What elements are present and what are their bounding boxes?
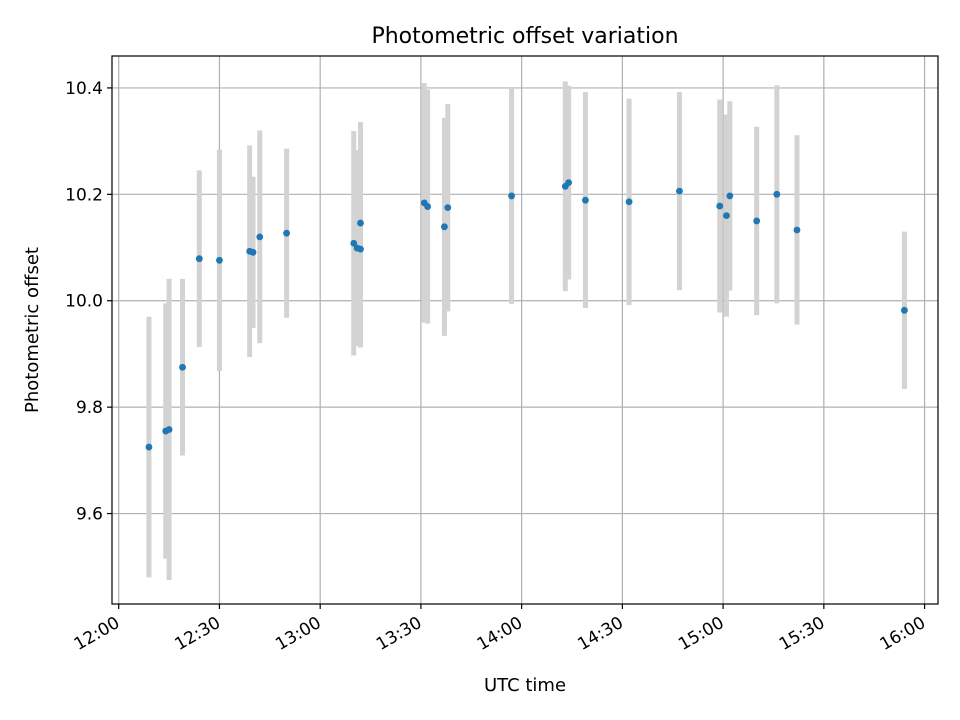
data-point xyxy=(441,223,448,231)
data-point xyxy=(625,198,633,206)
x-axis-label: UTC time xyxy=(484,675,566,696)
data-point xyxy=(179,363,186,371)
data-point xyxy=(676,187,683,195)
data-point xyxy=(901,306,908,314)
data-point xyxy=(165,426,173,433)
data-point xyxy=(145,443,153,451)
data-point xyxy=(565,179,573,187)
data-point xyxy=(256,233,264,241)
data-points xyxy=(145,179,908,451)
y-tick-label: 10.0 xyxy=(65,292,103,312)
y-tick-label: 9.6 xyxy=(76,505,103,525)
plot-area-frame xyxy=(111,55,939,605)
data-point xyxy=(444,204,452,212)
y-tick-label: 9.8 xyxy=(76,398,103,418)
y-axis-label: Photometric offset xyxy=(22,247,43,413)
data-point xyxy=(195,255,203,263)
data-point xyxy=(249,248,257,256)
data-point xyxy=(216,256,223,264)
data-point xyxy=(793,226,801,234)
data-point xyxy=(357,219,364,227)
data-point xyxy=(723,212,730,220)
data-point xyxy=(350,239,358,247)
data-point xyxy=(283,229,291,237)
y-tick-label: 10.4 xyxy=(65,79,103,99)
data-point xyxy=(773,190,781,198)
data-point xyxy=(508,192,515,200)
y-axis: 9.6 9.8 10.0 10.2 10.4 xyxy=(65,79,112,525)
data-point xyxy=(424,203,432,210)
data-point xyxy=(357,245,364,253)
data-point xyxy=(726,192,734,200)
chart-title: Photometric offset variation xyxy=(371,24,678,49)
data-point xyxy=(582,196,589,204)
data-point xyxy=(716,202,724,210)
y-tick-label: 10.2 xyxy=(65,185,103,205)
data-point xyxy=(753,217,761,225)
